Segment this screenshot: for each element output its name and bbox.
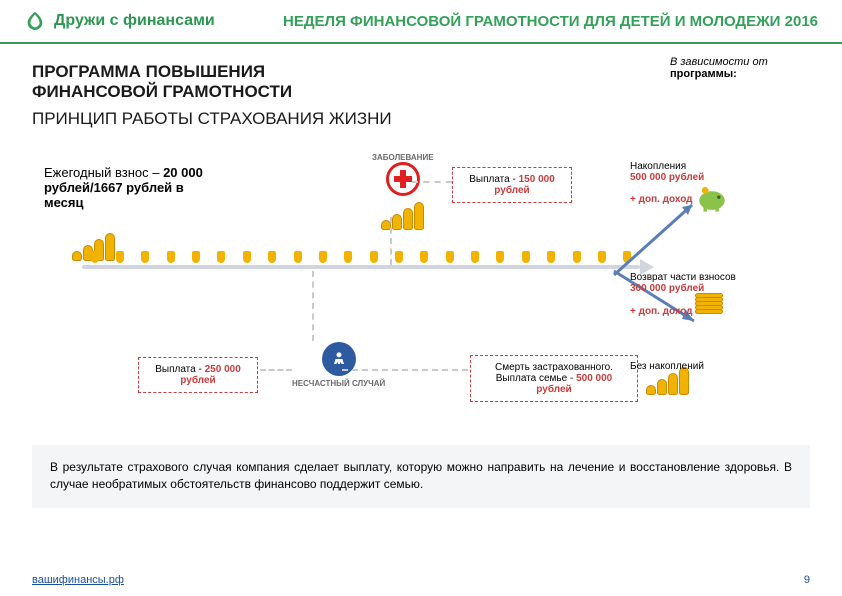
diagram: Ежегодный взнос – 20 000 рублей/1667 руб… xyxy=(32,137,810,437)
illness-label: ЗАБОЛЕВАНИЕ xyxy=(372,153,434,162)
accident-icon-group: НЕСЧАСТНЫЙ СЛУЧАЙ xyxy=(292,342,385,388)
death-line2: Выплата семье - xyxy=(496,373,574,384)
timeline xyxy=(82,265,640,269)
illness-payout-label: Выплата - xyxy=(469,174,516,185)
death-line1: Смерть застрахованного. xyxy=(495,362,613,373)
brand-text: Дружи с финансами xyxy=(54,12,215,30)
content: ПРОГРАММА ПОВЫШЕНИЯ ФИНАНСОВОЙ ГРАМОТНОС… xyxy=(0,44,842,437)
depends-note-bold: программы: xyxy=(670,68,737,80)
partial-label: Возврат части взносов xyxy=(630,272,736,283)
outcome-savings: Накопления 500 000 рублей + доп. доход xyxy=(630,161,780,216)
connector xyxy=(312,271,314,341)
connector xyxy=(412,181,452,183)
illness-icon-group: ЗАБОЛЕВАНИЕ xyxy=(372,153,434,232)
tagline: НЕДЕЛЯ ФИНАНСОВОЙ ГРАМОТНОСТИ ДЛЯ ДЕТЕЙ … xyxy=(283,13,818,30)
footer-link[interactable]: вашифинансы.рф xyxy=(32,574,124,586)
annual-contribution: Ежегодный взнос – 20 000 рублей/1667 руб… xyxy=(44,165,224,210)
piggybank-icon xyxy=(695,183,729,216)
annual-label: Ежегодный взнос – xyxy=(44,165,159,180)
leaf-icon xyxy=(24,10,46,32)
footer-bar: вашифинансы.рф 9 xyxy=(32,574,810,586)
accident-payout-callout: Выплата - 250 000 рублей xyxy=(138,357,258,393)
subtitle: ПРИНЦИП РАБОТЫ СТРАХОВАНИЯ ЖИЗНИ xyxy=(32,109,810,129)
coin-pile-icon xyxy=(695,294,723,314)
savings-value: 500 000 рублей xyxy=(630,172,704,183)
footer-summary: В результате страхового случая компания … xyxy=(32,445,810,508)
depends-note: В зависимости от программы: xyxy=(670,56,800,80)
connector xyxy=(260,369,292,371)
title-line2: ФИНАНСОВОЙ ГРАМОТНОСТИ xyxy=(32,82,810,102)
savings-extra: + доп. доход xyxy=(630,194,693,205)
medical-cross-icon xyxy=(386,162,420,196)
depends-note-italic: В зависимости от xyxy=(670,56,768,68)
outcomes-column: Накопления 500 000 рублей + доп. доход В… xyxy=(630,161,780,416)
partial-value: 300 000 рублей xyxy=(630,283,704,294)
accident-payout-label: Выплата - xyxy=(155,364,202,375)
outcome-partial: Возврат части взносов 300 000 рублей + д… xyxy=(630,272,780,317)
brand: Дружи с финансами xyxy=(24,10,215,32)
death-callout: Смерть застрахованного. Выплата семье - … xyxy=(470,355,638,402)
illness-payout-callout: Выплата - 150 000 рублей xyxy=(452,167,572,203)
page-number: 9 xyxy=(804,574,810,586)
timeline-ticks xyxy=(82,251,640,265)
connector xyxy=(342,369,468,371)
partial-extra: + доп. доход xyxy=(630,306,693,317)
header-bar: Дружи с финансами НЕДЕЛЯ ФИНАНСОВОЙ ГРАМ… xyxy=(0,0,842,44)
savings-label: Накопления xyxy=(630,161,686,172)
accident-label: НЕСЧАСТНЫЙ СЛУЧАЙ xyxy=(292,379,385,388)
outcome-none: Без накоплений xyxy=(630,361,780,372)
none-label: Без накоплений xyxy=(630,361,704,372)
